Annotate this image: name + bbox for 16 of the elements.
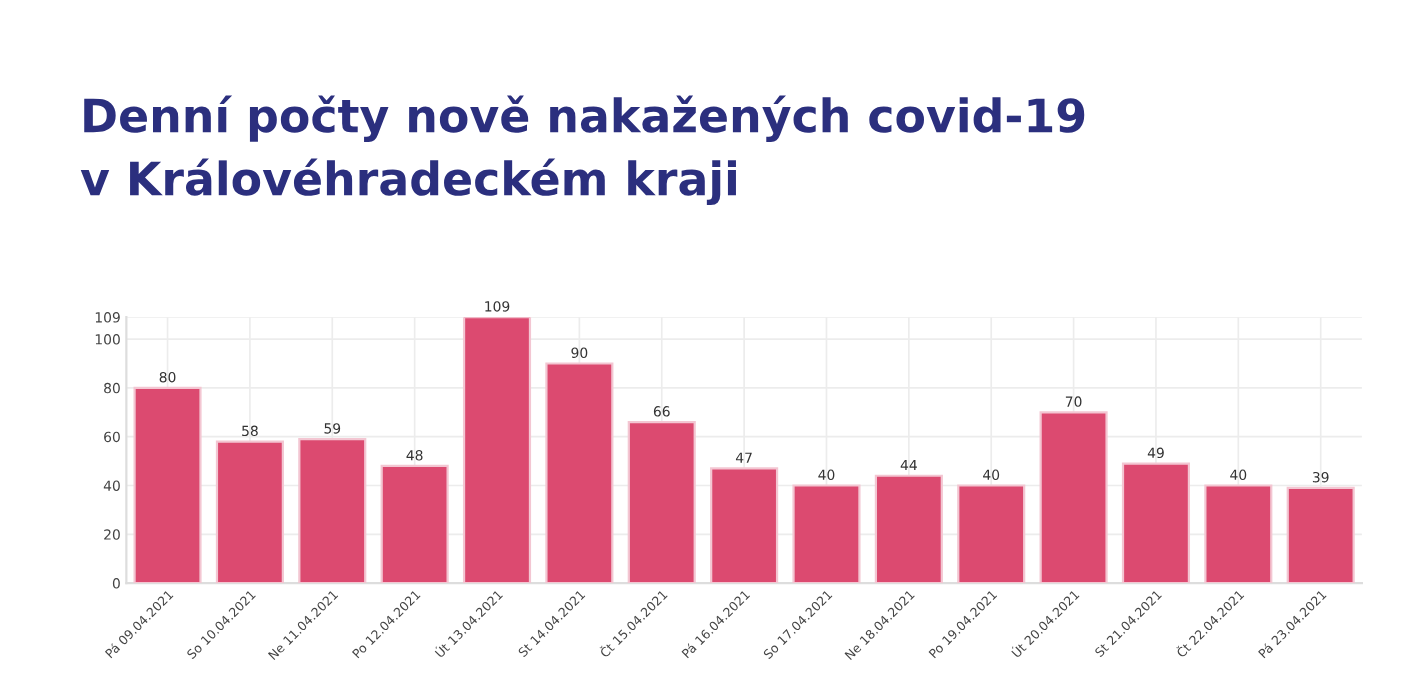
bar xyxy=(380,464,449,584)
bar xyxy=(1286,486,1355,584)
bar xyxy=(1204,484,1273,584)
bar xyxy=(1121,462,1191,584)
bar xyxy=(627,420,696,584)
bar xyxy=(1039,411,1108,584)
bar xyxy=(874,474,943,584)
bar xyxy=(710,467,779,584)
bar xyxy=(462,317,532,584)
bar xyxy=(792,484,861,584)
bar xyxy=(957,484,1026,584)
bar xyxy=(545,362,614,584)
bar xyxy=(133,386,202,584)
chart-title: Denní počty nově nakažených covid-19 v Královéhradeckém kraji xyxy=(80,95,1085,206)
bar xyxy=(215,440,284,584)
bar xyxy=(298,438,367,584)
